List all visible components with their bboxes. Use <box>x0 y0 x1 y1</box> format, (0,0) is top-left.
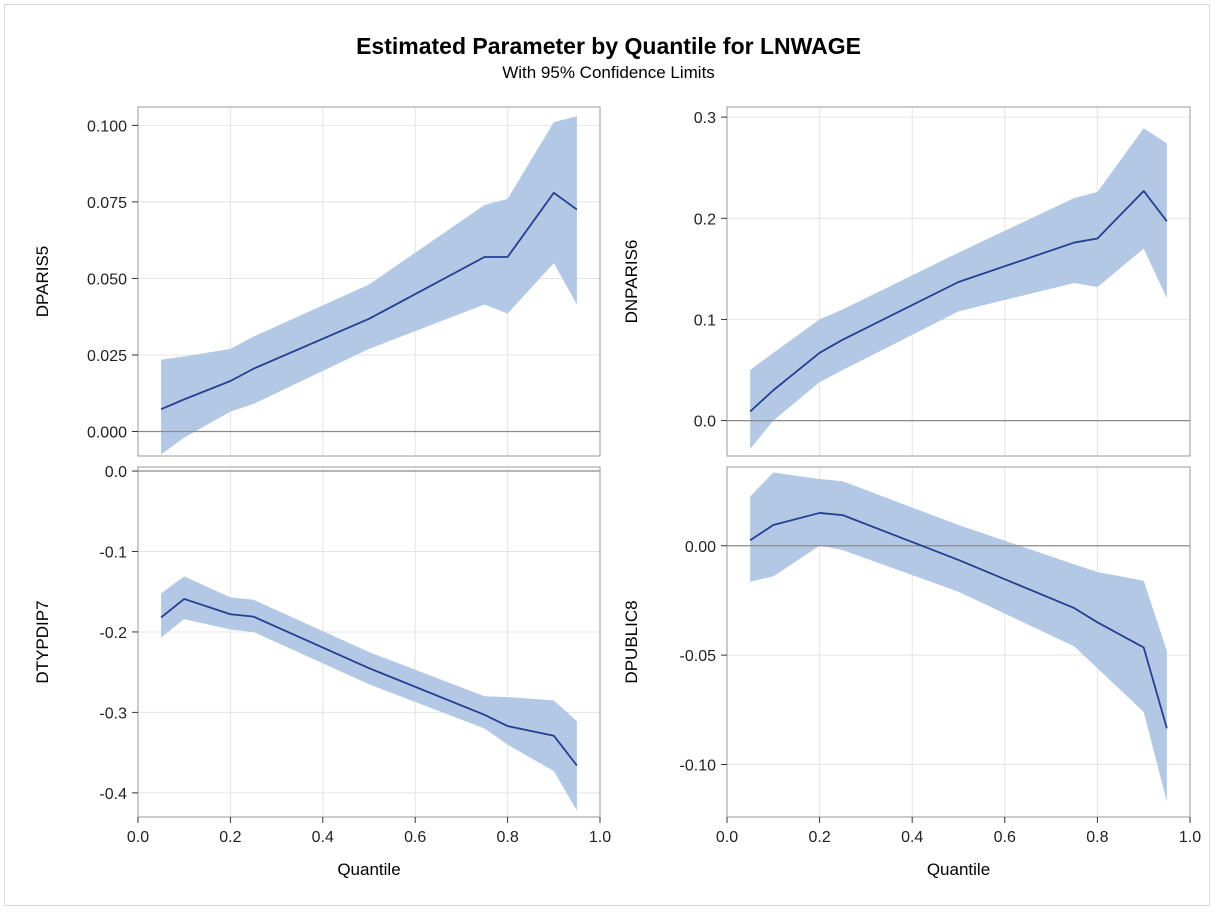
x-tick-label: 0.8 <box>1086 829 1108 846</box>
x-tick-label: 0.8 <box>496 829 518 846</box>
y-tick-label: -0.05 <box>680 648 717 665</box>
panel-dnparis6: 0.0 0.1 0.2 0.3 DNPARIS6 <box>622 106 1191 457</box>
y-tick-label: 0.2 <box>694 211 716 228</box>
y-tick-label: 0.050 <box>87 271 127 288</box>
x-tick-label: 0.0 <box>127 829 149 846</box>
y-tick-label: 0.025 <box>87 348 127 365</box>
y-tick-label: 0.3 <box>694 110 716 127</box>
x-tick-label: 0.6 <box>994 829 1016 846</box>
plot-frame <box>726 106 1191 457</box>
graph-frame <box>4 4 1210 906</box>
confidence-band <box>161 116 577 455</box>
x-tick-label: 0.2 <box>219 829 241 846</box>
y-tick-label: 0.075 <box>87 195 127 212</box>
y-tick-label: 0.0 <box>694 414 716 431</box>
y-tick-label: -0.10 <box>680 758 717 775</box>
chart-title: Estimated Parameter by Quantile for LNWA… <box>356 33 861 59</box>
y-tick-label: 0.00 <box>685 539 716 556</box>
panel-dparis5: 0.000 0.025 0.050 0.075 0.100 DPARIS5 <box>33 106 601 457</box>
y-tick-label: 0.100 <box>87 118 127 135</box>
x-axis-label: Quantile <box>927 860 990 879</box>
estimate-line <box>160 191 578 410</box>
x-tick-label: 0.0 <box>716 829 738 846</box>
y-tick-label: 0.0 <box>105 464 127 481</box>
x-tick-label: 0.4 <box>312 829 334 846</box>
y-axis-label: DPUBLIC8 <box>622 600 641 683</box>
estimate-line <box>749 512 1168 729</box>
confidence-band <box>161 576 577 811</box>
plot-frame <box>137 466 601 818</box>
x-tick-label: 0.6 <box>404 829 426 846</box>
estimate-line <box>749 190 1168 413</box>
x-tick-label: 0.2 <box>808 829 830 846</box>
plot-frame <box>137 106 601 457</box>
estimate-line <box>160 598 578 767</box>
x-tick-label: 0.4 <box>901 829 923 846</box>
confidence-band <box>750 472 1167 802</box>
y-axis-label: DNPARIS6 <box>622 240 641 324</box>
x-tick-label: 1.0 <box>589 829 611 846</box>
y-tick-label: 0.000 <box>87 425 127 442</box>
y-axis-label: DPARIS5 <box>33 246 52 318</box>
x-axis-label: Quantile <box>337 860 400 879</box>
chart-subtitle: With 95% Confidence Limits <box>502 63 715 82</box>
y-tick-label: -0.2 <box>99 625 127 642</box>
panel-dtypdip7: 0.0 -0.1 -0.2 -0.3 -0.4 DTYPDIP7 0.0 0.2 0.4 0.6 0… <box>33 464 611 879</box>
y-tick-label: -0.1 <box>99 544 127 561</box>
panel-dpublic8: 0.00 -0.05 -0.10 DPUBLIC8 0.0 0.2 0.4 0.6 0.8 1.0… <box>622 466 1201 879</box>
y-tick-label: 0.1 <box>694 312 716 329</box>
y-tick-label: -0.4 <box>99 786 127 803</box>
y-axis-label: DTYPDIP7 <box>33 600 52 683</box>
x-tick-label: 1.0 <box>1179 829 1201 846</box>
confidence-band <box>750 128 1167 449</box>
y-tick-label: -0.3 <box>99 705 127 722</box>
plot-frame <box>726 466 1191 818</box>
